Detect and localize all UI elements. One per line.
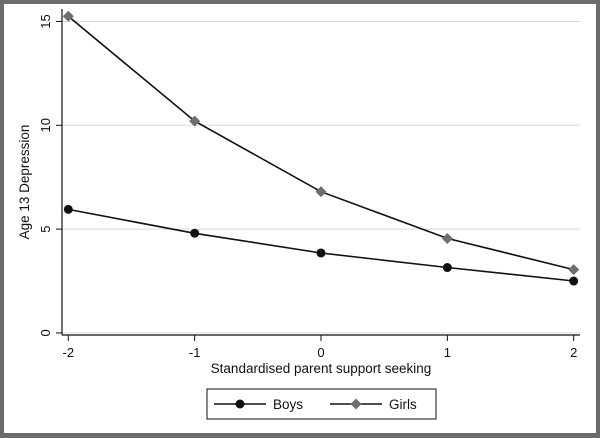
point-boys--2 [63, 204, 73, 214]
legend-marker-girls [350, 398, 362, 410]
point-girls-0 [315, 186, 327, 198]
legend-item-boys: Boys [214, 397, 303, 412]
grid-lines [62, 20, 580, 334]
x-tick-label-2: 2 [570, 345, 577, 360]
series-lines [62, 10, 580, 286]
y-tick-label-5: 5 [38, 225, 53, 232]
point-girls-2 [568, 264, 580, 276]
chart-figure: 0 5 10 15 -2 -1 0 1 2 Standardised parent suppor… [4, 4, 596, 433]
x-tick-label--2: -2 [63, 345, 75, 360]
x-tick-label--1: -1 [189, 345, 201, 360]
series-line-boys [68, 208, 574, 282]
y-tick-label-10: 10 [38, 118, 53, 132]
point-girls-1 [441, 232, 453, 244]
point-girls--1 [189, 115, 201, 127]
legend-label-boys: Boys [273, 397, 303, 412]
y-axis-title: Age 13 Depression [17, 125, 32, 240]
point-boys-0 [316, 248, 326, 258]
point-boys-2 [569, 276, 579, 286]
y-tick-label-0: 0 [38, 329, 53, 336]
legend-item-girls: Girls [330, 397, 417, 412]
y-tick-label-15: 15 [38, 14, 53, 28]
legend: Boys Girls [206, 388, 437, 420]
series-line-girls [67, 15, 574, 271]
x-tick-label-1: 1 [444, 345, 451, 360]
legend-label-girls: Girls [389, 397, 417, 412]
point-boys--1 [190, 228, 200, 238]
line-chart: 0 5 10 15 -2 -1 0 1 2 Standardised parent suppor… [17, 9, 580, 420]
axes: 0 5 10 15 -2 -1 0 1 2 [38, 9, 580, 360]
x-axis-title: Standardised parent support seeking [211, 361, 432, 376]
x-tick-label-0: 0 [317, 345, 324, 360]
point-boys-1 [442, 263, 452, 273]
legend-marker-boys [235, 399, 245, 409]
